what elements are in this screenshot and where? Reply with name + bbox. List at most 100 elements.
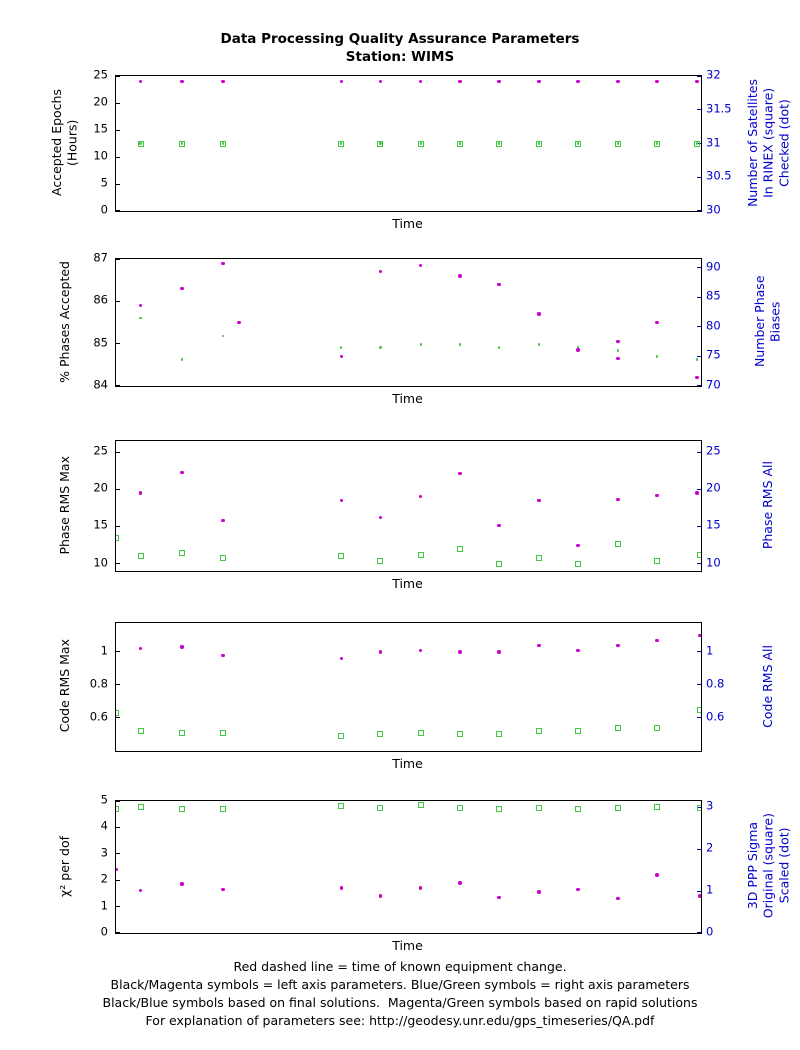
left-tick-label: 20 bbox=[93, 94, 108, 109]
satellites-checked-marker bbox=[221, 142, 225, 145]
left-tick-label: 3 bbox=[100, 845, 108, 860]
panel-3: Phase RMS Max Phase RMS All Time 10 15 20 2… bbox=[0, 440, 800, 591]
panel-5-x-axis-label: Time bbox=[392, 938, 423, 953]
satellites-in-rinex-marker bbox=[654, 140, 661, 147]
plot-area bbox=[115, 258, 702, 387]
phase-rms-all-rapid-marker bbox=[614, 541, 621, 548]
phase-biases-rapid-marker bbox=[497, 346, 501, 349]
ppp-sigma-original-rapid-marker bbox=[116, 806, 119, 813]
left-tick-label: 5 bbox=[100, 175, 108, 190]
plot-area bbox=[115, 800, 702, 934]
figure-caption: Red dashed line = time of known equipmen… bbox=[0, 958, 800, 1031]
code-rms-max-rapid-marker bbox=[221, 653, 225, 657]
chi2-per-dof-rapid-marker bbox=[419, 886, 423, 890]
phase-rms-max-rapid-marker bbox=[221, 518, 225, 523]
left-tick-mark bbox=[116, 76, 120, 77]
panel-2: % Phases Accepted Number Phase Biases Ti… bbox=[0, 252, 800, 406]
satellites-in-rinex-marker bbox=[535, 140, 542, 147]
phase-rms-all-rapid-marker bbox=[456, 546, 463, 553]
panel-2-x-axis-label: Time bbox=[392, 391, 423, 406]
left-tick-mark bbox=[116, 259, 120, 260]
phase-rms-all-rapid-marker bbox=[654, 558, 661, 565]
right-tick-label: 0.6 bbox=[706, 709, 725, 724]
code-rms-max-rapid-marker bbox=[576, 648, 580, 652]
right-tick-label: 2 bbox=[706, 840, 714, 855]
phase-rms-all-rapid-marker bbox=[137, 553, 144, 560]
caption-line-solution-types: Black/Blue symbols based on final soluti… bbox=[102, 995, 698, 1011]
right-tick-mark bbox=[697, 890, 701, 892]
code-rms-all-rapid-marker bbox=[535, 728, 542, 735]
figure-title-line2: Station: WIMS bbox=[345, 49, 455, 66]
right-tick-label: 31.5 bbox=[706, 101, 732, 115]
chi2-per-dof-rapid-marker bbox=[698, 894, 701, 898]
caption-line-parameters-url: For explanation of parameters see: http:… bbox=[145, 1013, 655, 1029]
right-tick-label: 20 bbox=[706, 480, 721, 495]
left-tick-label: 25 bbox=[93, 67, 108, 82]
phase-rms-all-rapid-marker bbox=[338, 553, 345, 560]
phase-rms-max-rapid-marker bbox=[695, 491, 699, 495]
right-tick-label: 3 bbox=[706, 798, 714, 813]
panel-3-x-axis-label: Time bbox=[392, 576, 423, 591]
satellites-checked-marker bbox=[576, 142, 580, 145]
left-tick-mark bbox=[116, 651, 120, 653]
panel-3-left-axis-label: Phase RMS Max bbox=[57, 455, 73, 555]
right-tick-mark bbox=[697, 806, 701, 808]
right-tick-mark bbox=[697, 848, 701, 850]
chi2-per-dof-rapid-marker bbox=[180, 882, 184, 886]
code-rms-all-rapid-marker bbox=[377, 731, 384, 738]
left-tick-label: 0.6 bbox=[89, 709, 108, 724]
plot-area bbox=[115, 622, 702, 752]
left-tick-mark bbox=[116, 129, 120, 131]
phases-accepted-rapid-marker bbox=[537, 312, 541, 316]
phase-biases-rapid-marker bbox=[695, 358, 699, 361]
right-tick-label: 90 bbox=[706, 259, 721, 274]
panel-4-x-axis-label: Time bbox=[392, 756, 423, 771]
ppp-sigma-original-rapid-marker bbox=[338, 803, 345, 810]
phase-biases-rapid-marker bbox=[616, 349, 620, 352]
left-tick-mark bbox=[116, 717, 120, 719]
right-tick-mark bbox=[697, 525, 701, 527]
chi2-per-dof-rapid-marker bbox=[339, 886, 343, 890]
panel-5-left-axis-label: χ² per dof bbox=[57, 835, 73, 897]
left-tick-label: 84 bbox=[93, 377, 108, 392]
phase-rms-max-rapid-marker bbox=[180, 470, 184, 474]
code-rms-max-rapid-marker bbox=[655, 638, 659, 643]
code-rms-max-rapid-marker bbox=[537, 643, 541, 647]
right-tick-mark bbox=[697, 717, 701, 719]
right-tick-label: 0.8 bbox=[706, 676, 725, 691]
right-tick-label: 1 bbox=[706, 882, 714, 897]
plot-area bbox=[115, 75, 702, 212]
phases-accepted-rapid-marker bbox=[497, 282, 501, 287]
phase-biases-rapid-marker bbox=[537, 343, 541, 346]
code-rms-max-rapid-marker bbox=[419, 648, 423, 652]
satellites-checked-marker bbox=[695, 142, 699, 145]
right-tick-mark bbox=[697, 651, 701, 653]
left-tick-label: 10 bbox=[93, 148, 108, 163]
satellites-in-rinex-marker bbox=[338, 140, 345, 147]
phase-rms-max-rapid-marker bbox=[537, 498, 541, 503]
panel-1-x-axis-label: Time bbox=[392, 216, 423, 231]
panel-2-left-axis-label: % Phases Accepted bbox=[57, 260, 73, 383]
right-tick-mark bbox=[697, 267, 701, 269]
chi2-per-dof-rapid-marker bbox=[576, 887, 580, 892]
satellites-checked-marker bbox=[180, 142, 184, 145]
left-tick-mark bbox=[116, 451, 120, 453]
left-tick-label: 4 bbox=[100, 818, 108, 833]
left-tick-label: 5 bbox=[100, 792, 108, 807]
right-tick-label: 80 bbox=[706, 318, 721, 333]
code-rms-all-rapid-marker bbox=[220, 729, 227, 736]
right-tick-label: 32 bbox=[706, 67, 721, 82]
left-tick-mark bbox=[116, 684, 120, 686]
phase-rms-max-rapid-marker bbox=[138, 491, 143, 495]
right-tick-mark bbox=[697, 932, 701, 933]
right-tick-mark bbox=[697, 451, 701, 453]
left-tick-mark bbox=[116, 488, 120, 490]
ppp-sigma-original-rapid-marker bbox=[417, 802, 424, 809]
satellites-checked-marker bbox=[497, 142, 501, 145]
satellites-in-rinex-marker bbox=[377, 140, 384, 147]
accepted-epochs-rapid-marker bbox=[616, 79, 620, 84]
left-tick-label: 1 bbox=[100, 643, 108, 658]
code-rms-all-rapid-marker bbox=[575, 728, 582, 735]
right-tick-mark bbox=[697, 76, 701, 77]
left-tick-mark bbox=[116, 563, 120, 565]
